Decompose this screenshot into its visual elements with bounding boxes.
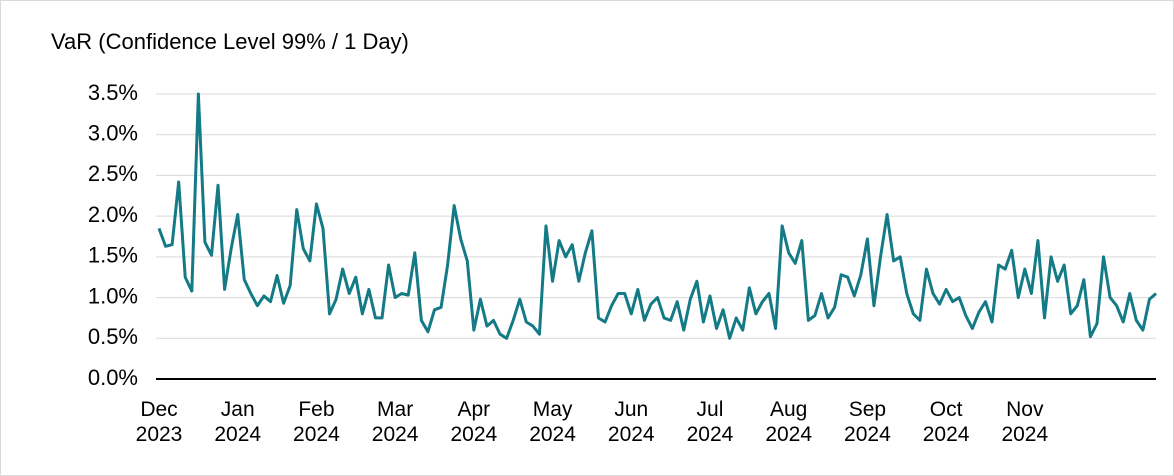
x-tick-label: Nov 2024 xyxy=(1001,398,1049,446)
y-tick-label: 0.0% xyxy=(88,365,138,390)
data-line xyxy=(157,92,1157,340)
x-tick-label: Jul 2024 xyxy=(686,398,734,446)
x-tick-label: Mar 2024 xyxy=(371,398,419,446)
y-tick-label: 3.5% xyxy=(88,80,138,105)
x-tick-label: May 2024 xyxy=(529,398,576,446)
y-tick-label: 2.5% xyxy=(88,161,138,186)
x-tick-label: Dec 2023 xyxy=(135,398,183,446)
y-tick-label: 3.0% xyxy=(88,121,138,146)
x-tick-label: Jan 2024 xyxy=(214,398,262,446)
x-tick-label: Oct 2024 xyxy=(922,398,970,446)
y-tick-label: 1.5% xyxy=(88,243,138,268)
x-tick-label: Apr 2024 xyxy=(450,398,498,446)
chart-title: VaR (Confidence Level 99% / 1 Day) xyxy=(51,29,409,54)
y-tick-label: 2.0% xyxy=(88,202,138,227)
y-tick-label: 0.5% xyxy=(88,324,138,349)
x-tick-label: Jun 2024 xyxy=(607,398,655,446)
x-tick-label: Feb 2024 xyxy=(293,398,340,446)
x-tick-label: Sep 2024 xyxy=(844,398,891,446)
x-tick-label: Aug 2024 xyxy=(765,398,813,446)
y-tick-label: 1.0% xyxy=(88,283,138,308)
